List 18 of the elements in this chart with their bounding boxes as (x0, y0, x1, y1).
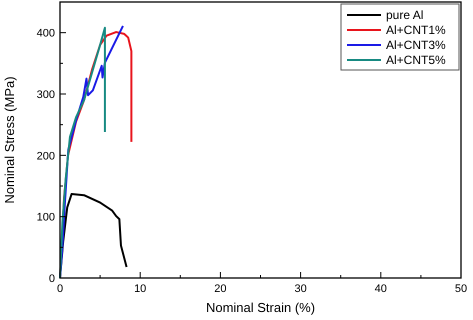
y-tick-label: 0 (48, 273, 55, 285)
y-tick-label: 100 (36, 212, 55, 224)
legend-label: Al+CNT3% (386, 38, 446, 52)
line-series (59, 26, 106, 279)
legend-label: Al+CNT5% (386, 53, 446, 67)
x-tick-label: 50 (454, 283, 468, 295)
x-axis-title: Nominal Strain (%) (206, 300, 316, 315)
y-axis-title: Nominal Stress (MPa) (2, 76, 17, 204)
x-tick-label: 40 (374, 283, 387, 295)
x-tick-label: 30 (294, 283, 307, 295)
legend-label: Al+CNT1% (386, 23, 446, 37)
y-tick-label: 200 (36, 150, 55, 162)
legend-label: pure Al (386, 8, 424, 22)
y-tick-label: 400 (36, 28, 55, 40)
y-tick-label: 300 (36, 89, 55, 101)
x-tick-label: 10 (134, 283, 146, 295)
x-tick-label: 20 (214, 283, 227, 295)
x-tick-label: 0 (56, 283, 64, 295)
